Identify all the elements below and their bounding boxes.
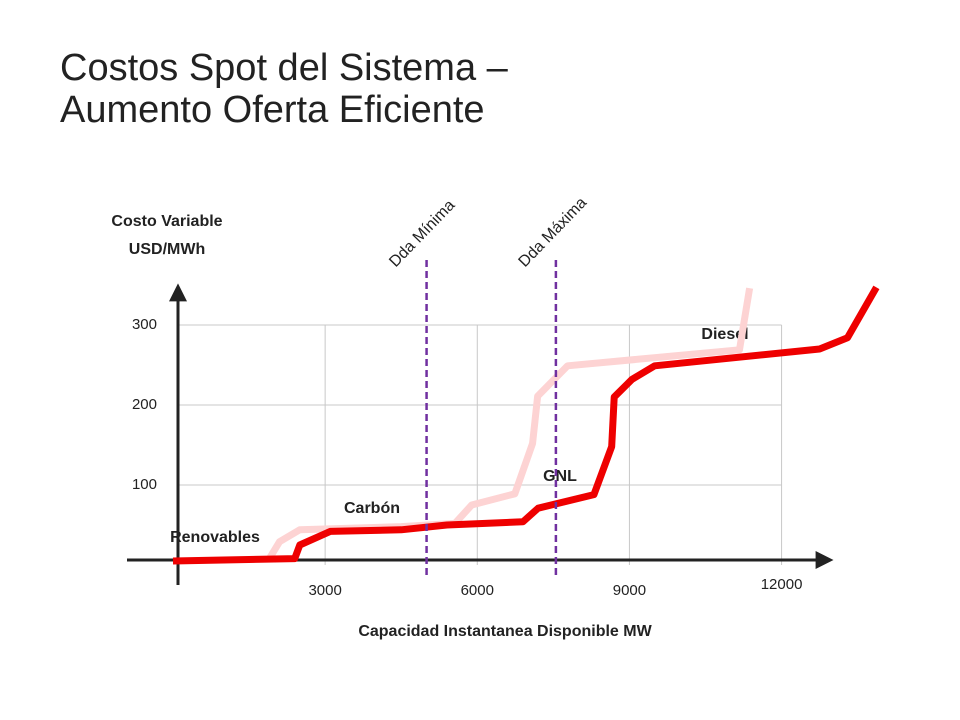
- title-line: Aumento Oferta Eficiente: [60, 89, 485, 131]
- y-tick-label: 200: [132, 396, 157, 413]
- annotation: Carbón: [344, 500, 400, 517]
- series-line: [266, 287, 754, 561]
- annotation: Renovables: [170, 529, 260, 546]
- y-tick-label: 300: [132, 316, 157, 333]
- x-tick-label: 9000: [613, 582, 646, 599]
- series-line: [172, 285, 880, 565]
- annotation: Diesel: [701, 326, 748, 343]
- title-line: Costos Spot del Sistema –: [60, 47, 509, 89]
- demand-label: Dda Máxima: [516, 194, 591, 270]
- y-axis-label: USD/MWh: [129, 241, 205, 258]
- y-tick-label: 100: [132, 476, 157, 493]
- x-tick-label: 3000: [308, 582, 341, 599]
- x-tick-label: 12000: [761, 576, 803, 593]
- x-axis-label: Capacidad Instantanea Disponible MW: [358, 623, 652, 640]
- y-axis-label: Costo Variable: [111, 213, 222, 230]
- demand-label: Dda Mínima: [386, 197, 458, 271]
- annotation: GNL: [543, 468, 577, 485]
- x-tick-label: 6000: [461, 582, 494, 599]
